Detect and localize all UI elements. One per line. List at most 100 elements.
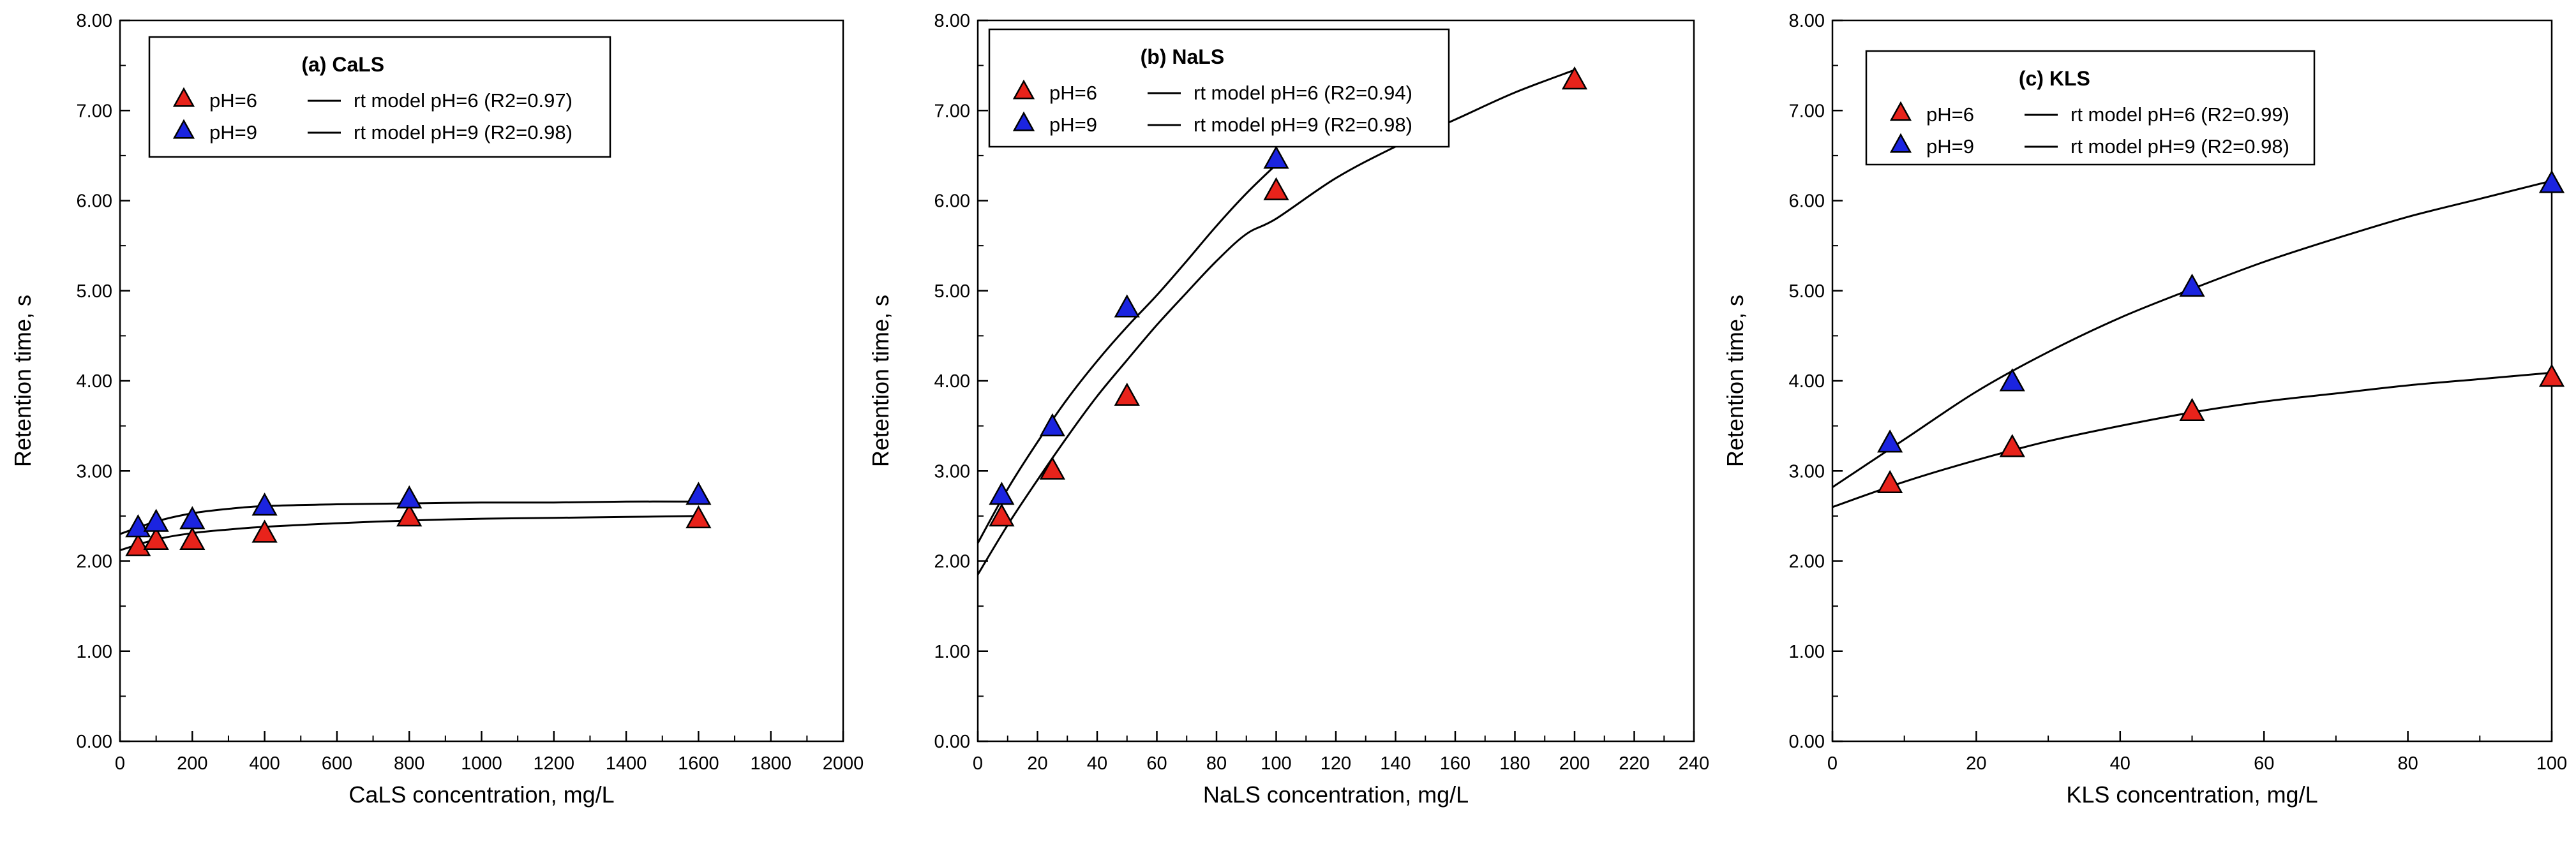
- y-tick-label: 5.00: [934, 281, 970, 302]
- x-axis-title: CaLS concentration, mg/L: [348, 781, 614, 808]
- data-point-ph9: [685, 482, 712, 505]
- data-point-ph9: [396, 485, 423, 509]
- y-tick-label: 1.00: [1789, 642, 1825, 662]
- y-tick-label: 0.00: [77, 732, 112, 752]
- y-tick-label: 2.00: [934, 552, 970, 572]
- y-tick-label: 5.00: [1789, 281, 1825, 302]
- data-point-ph6: [1039, 456, 1065, 480]
- model-line-ph9: [1832, 179, 2552, 488]
- legend-marker-ph9: [1889, 133, 1912, 153]
- x-tick-label: 140: [1380, 753, 1411, 774]
- data-point-ph6: [1114, 382, 1140, 406]
- x-tick-label: 40: [2110, 753, 2130, 774]
- y-tick-label: 4.00: [1789, 371, 1825, 392]
- y-tick-label: 4.00: [934, 371, 970, 392]
- x-tick-label: 800: [394, 753, 424, 774]
- x-tick-label: 20: [1027, 753, 1047, 774]
- y-tick-label: 8.00: [934, 11, 970, 31]
- x-tick-label: 400: [249, 753, 280, 774]
- data-point-ph6: [1561, 66, 1588, 90]
- data-point-ph9: [989, 482, 1015, 505]
- x-tick-label: 80: [1206, 753, 1227, 774]
- x-tick-label: 0: [1827, 753, 1838, 774]
- x-tick-label: 1200: [534, 753, 575, 774]
- y-tick-label: 3.00: [1789, 461, 1825, 482]
- legend-series-label: pH=9: [1926, 135, 1974, 158]
- y-tick-label: 6.00: [77, 191, 112, 212]
- y-tick-label: 1.00: [934, 642, 970, 662]
- data-point-ph9: [2538, 170, 2565, 193]
- legend-box: [988, 28, 1450, 148]
- y-axis-title: Retention time, s: [867, 295, 894, 467]
- y-tick-label: 8.00: [77, 11, 112, 31]
- x-tick-label: 600: [322, 753, 352, 774]
- y-tick-label: 6.00: [934, 191, 970, 212]
- data-point-ph6: [1877, 470, 1903, 493]
- data-point-ph6: [251, 519, 278, 543]
- x-tick-label: 20: [1966, 753, 1986, 774]
- x-tick-label: 100: [2536, 753, 2567, 774]
- legend-model-label: rt model pH=6 (R2=0.94): [1194, 82, 1412, 104]
- legend-model-label: rt model pH=9 (R2=0.98): [2071, 135, 2289, 158]
- data-point-ph6: [143, 526, 169, 550]
- y-tick-label: 1.00: [77, 642, 112, 662]
- data-point-ph9: [143, 508, 169, 532]
- y-tick-label: 5.00: [77, 281, 112, 302]
- x-tick-label: 0: [115, 753, 125, 774]
- x-tick-label: 160: [1440, 753, 1471, 774]
- legend-marker-ph6: [172, 87, 195, 107]
- data-point-ph6: [989, 503, 1015, 527]
- y-axis-title: Retention time, s: [1722, 295, 1748, 467]
- x-axis-title: KLS concentration, mg/L: [2066, 781, 2318, 808]
- x-tick-label: 1600: [678, 753, 719, 774]
- x-tick-label: 240: [1679, 753, 1709, 774]
- y-tick-label: 0.00: [934, 732, 970, 752]
- data-point-ph9: [1263, 145, 1289, 169]
- x-tick-label: 0: [973, 753, 983, 774]
- data-point-ph6: [1999, 434, 2025, 457]
- legend-marker-ph6: [1889, 101, 1912, 121]
- x-tick-label: 100: [1261, 753, 1291, 774]
- x-tick-label: 1800: [750, 753, 791, 774]
- legend-series-label: pH=6: [209, 89, 257, 112]
- x-tick-label: 60: [2254, 753, 2274, 774]
- legend: (a) CaLS pH=6 rt model pH=6 (R2=0.97) pH=9 r…: [148, 36, 611, 158]
- data-point-ph6: [685, 505, 712, 529]
- legend-model-label: rt model pH=6 (R2=0.97): [354, 89, 573, 112]
- x-tick-label: 220: [1619, 753, 1649, 774]
- legend-series-label: pH=6: [1049, 82, 1097, 104]
- y-tick-label: 4.00: [77, 371, 112, 392]
- legend-series-label: pH=9: [209, 121, 257, 144]
- y-tick-label: 6.00: [1789, 191, 1825, 212]
- model-line-ph6: [1832, 371, 2552, 508]
- x-tick-label: 80: [2397, 753, 2418, 774]
- legend-marker-ph6: [1012, 79, 1035, 100]
- data-point-ph6: [2538, 364, 2565, 387]
- y-tick-label: 3.00: [77, 461, 112, 482]
- legend: (b) NaLS pH=6 rt model pH=6 (R2=0.94) pH=9 r…: [988, 28, 1450, 148]
- model-line-ph9: [977, 163, 1277, 544]
- legend-title: (b) NaLS: [1141, 45, 1225, 68]
- y-tick-label: 2.00: [1789, 552, 1825, 572]
- data-point-ph6: [2179, 397, 2205, 421]
- data-point-ph9: [1114, 294, 1140, 318]
- x-tick-label: 200: [177, 753, 207, 774]
- legend-box: [1865, 50, 2316, 166]
- chart-panel-1: 0.00 1.00 2.00 3.00 4.00 5.00 6.00 7.00 8.00 0 200…: [10, 11, 864, 808]
- data-point-ph9: [1039, 413, 1065, 437]
- chart-panel-3: 0.00 1.00 2.00 3.00 4.00 5.00 6.00 7.00 8.00 0 20 4…: [1722, 11, 2567, 808]
- x-axis-title: NaLS concentration, mg/L: [1203, 781, 1469, 808]
- y-tick-label: 7.00: [934, 101, 970, 121]
- x-tick-label: 200: [1559, 753, 1590, 774]
- x-tick-label: 120: [1321, 753, 1351, 774]
- y-tick-label: 3.00: [934, 461, 970, 482]
- data-point-ph9: [251, 492, 278, 516]
- legend: (c) KLS pH=6 rt model pH=6 (R2=0.99) pH=9 rt…: [1865, 50, 2316, 166]
- x-tick-label: 60: [1146, 753, 1167, 774]
- data-point-ph6: [396, 503, 423, 527]
- legend-title: (c) KLS: [2019, 67, 2090, 90]
- y-tick-label: 8.00: [1789, 11, 1825, 31]
- data-point-ph9: [179, 506, 206, 529]
- data-point-ph6: [1263, 177, 1289, 200]
